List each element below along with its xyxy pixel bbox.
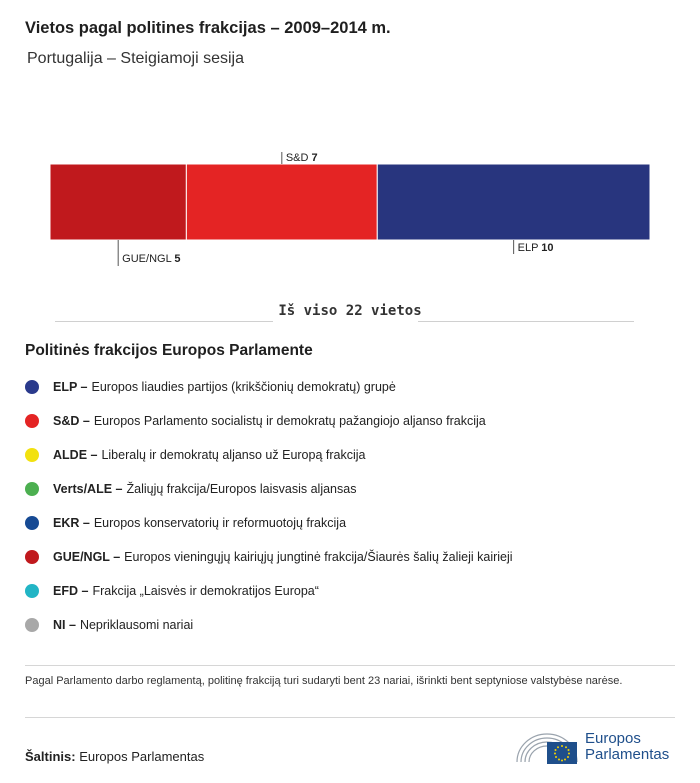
- legend-abbr: GUE/NGL –: [53, 550, 121, 564]
- bar-segment-guengl: [49, 163, 187, 241]
- legend-desc: Europos vieningųjų kairiųjų jungtinė fra…: [124, 550, 513, 564]
- legend-dot-icon: [25, 414, 39, 428]
- legend-dot-icon: [25, 584, 39, 598]
- footnote: Pagal Parlamento darbo reglamentą, polit…: [25, 675, 623, 687]
- legend-desc: Liberalų ir demokratų aljanso už Europą …: [101, 448, 366, 462]
- legend-item: GUE/NGL – Europos vieningųjų kairiųjų jun…: [25, 540, 513, 574]
- legend-title: Politinės frakcijos Europos Parlamente: [25, 342, 313, 359]
- legend-dot-icon: [25, 482, 39, 496]
- total-seats-label: Iš viso 22 vietos: [278, 303, 422, 319]
- legend-abbr: NI –: [53, 618, 76, 632]
- legend-item: EKR – Europos konservatorių ir reformuoto…: [25, 506, 513, 540]
- legend-abbr: ELP –: [53, 380, 88, 394]
- legend-dot-icon: [25, 550, 39, 564]
- legend-abbr: EFD –: [53, 584, 89, 598]
- source: Šaltinis: Europos Parlamentas: [25, 749, 204, 764]
- legend-list: ELP – Europos liaudies partijos (krikščio…: [25, 370, 513, 642]
- legend-item: NI – Nepriklausomi nariai: [25, 608, 513, 642]
- legend-item: ALDE – Liberalų ir demokratų aljanso už E…: [25, 438, 513, 472]
- bar-segment-elp: [376, 163, 651, 241]
- legend-desc: Europos liaudies partijos (krikščionių d…: [91, 380, 396, 394]
- segment-label-elp: ELP 10: [518, 242, 554, 254]
- legend-dot-icon: [25, 380, 39, 394]
- legend-abbr: ALDE –: [53, 448, 98, 462]
- segment-label-sd: S&D 7: [286, 152, 318, 164]
- ep-logo-text: Europos Parlamentas: [585, 730, 670, 763]
- legend-desc: Europos Parlamento socialistų ir demokra…: [93, 414, 486, 428]
- legend-item: EFD – Frakcija „Laisvės ir demokratijos E…: [25, 574, 513, 608]
- legend-item: Verts/ALE – Žaliųjų frakcija/Europos lais…: [25, 472, 513, 506]
- legend-dot-icon: [25, 516, 39, 530]
- divider-bottom: [25, 717, 675, 718]
- legend-dot-icon: [25, 448, 39, 462]
- segment-label-guengl: GUE/NGL 5: [122, 253, 180, 265]
- bar-segment-sd: [185, 163, 378, 241]
- legend-abbr: S&D –: [53, 414, 90, 428]
- legend-desc: Žaliųjų frakcija/Europos laisvasis aljan…: [126, 482, 357, 496]
- legend-abbr: EKR –: [53, 516, 90, 530]
- legend-desc: Nepriklausomi nariai: [79, 618, 194, 632]
- source-label: Šaltinis:: [25, 749, 76, 764]
- legend-item: ELP – Europos liaudies partijos (krikščio…: [25, 370, 513, 404]
- legend-abbr: Verts/ALE –: [53, 482, 123, 496]
- legend-desc: Frakcija „Laisvės ir demokratijos Europa…: [92, 584, 319, 598]
- total-left-line: [55, 321, 273, 322]
- legend-desc: Europos konservatorių ir reformuotojų fr…: [93, 516, 347, 530]
- total-right-line: [418, 321, 634, 322]
- source-value: Europos Parlamentas: [79, 749, 205, 764]
- legend-item: S&D – Europos Parlamento socialistų ir de…: [25, 404, 513, 438]
- chart-subtitle: Portugalija – Steigiamoji sesija: [27, 50, 244, 67]
- legend-dot-icon: [25, 618, 39, 632]
- ep-logo: Europos Parlamentas: [515, 728, 669, 766]
- parliament-hemicycle-icon: [516, 733, 578, 764]
- divider-top: [25, 665, 675, 666]
- chart-title: Vietos pagal politines frakcijas – 2009–…: [25, 19, 391, 37]
- seat-bar-chart: GUE/NGL 5 S&D 7 ELP 10: [49, 152, 651, 266]
